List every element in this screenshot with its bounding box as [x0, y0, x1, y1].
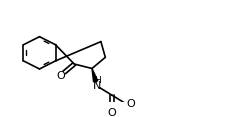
Text: O: O [108, 108, 117, 117]
Text: O: O [126, 99, 135, 109]
Text: O: O [56, 71, 65, 81]
Text: H: H [94, 76, 101, 85]
Text: N: N [93, 81, 101, 91]
Polygon shape [92, 68, 98, 82]
